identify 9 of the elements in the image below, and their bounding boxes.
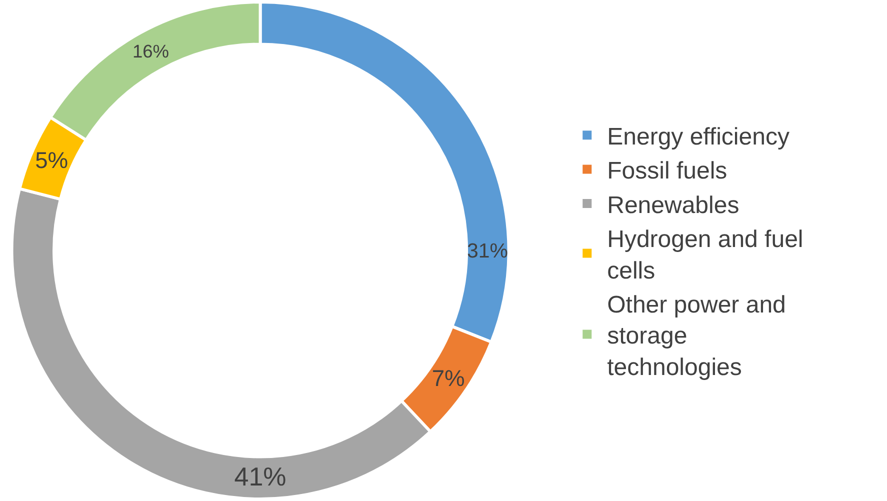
data-label: 16% [132,40,170,62]
legend-label: Renewables [607,192,740,219]
legend-label: Energy efficiency [607,123,790,150]
data-label: 7% [432,365,465,392]
legend-label: Other power and storage technologies [607,291,786,381]
data-label: 5% [35,147,68,174]
legend-label: Fossil fuels [607,158,728,185]
legend-label: Hydrogen and fuel cells [607,226,804,284]
data-label: 41% [234,462,286,492]
